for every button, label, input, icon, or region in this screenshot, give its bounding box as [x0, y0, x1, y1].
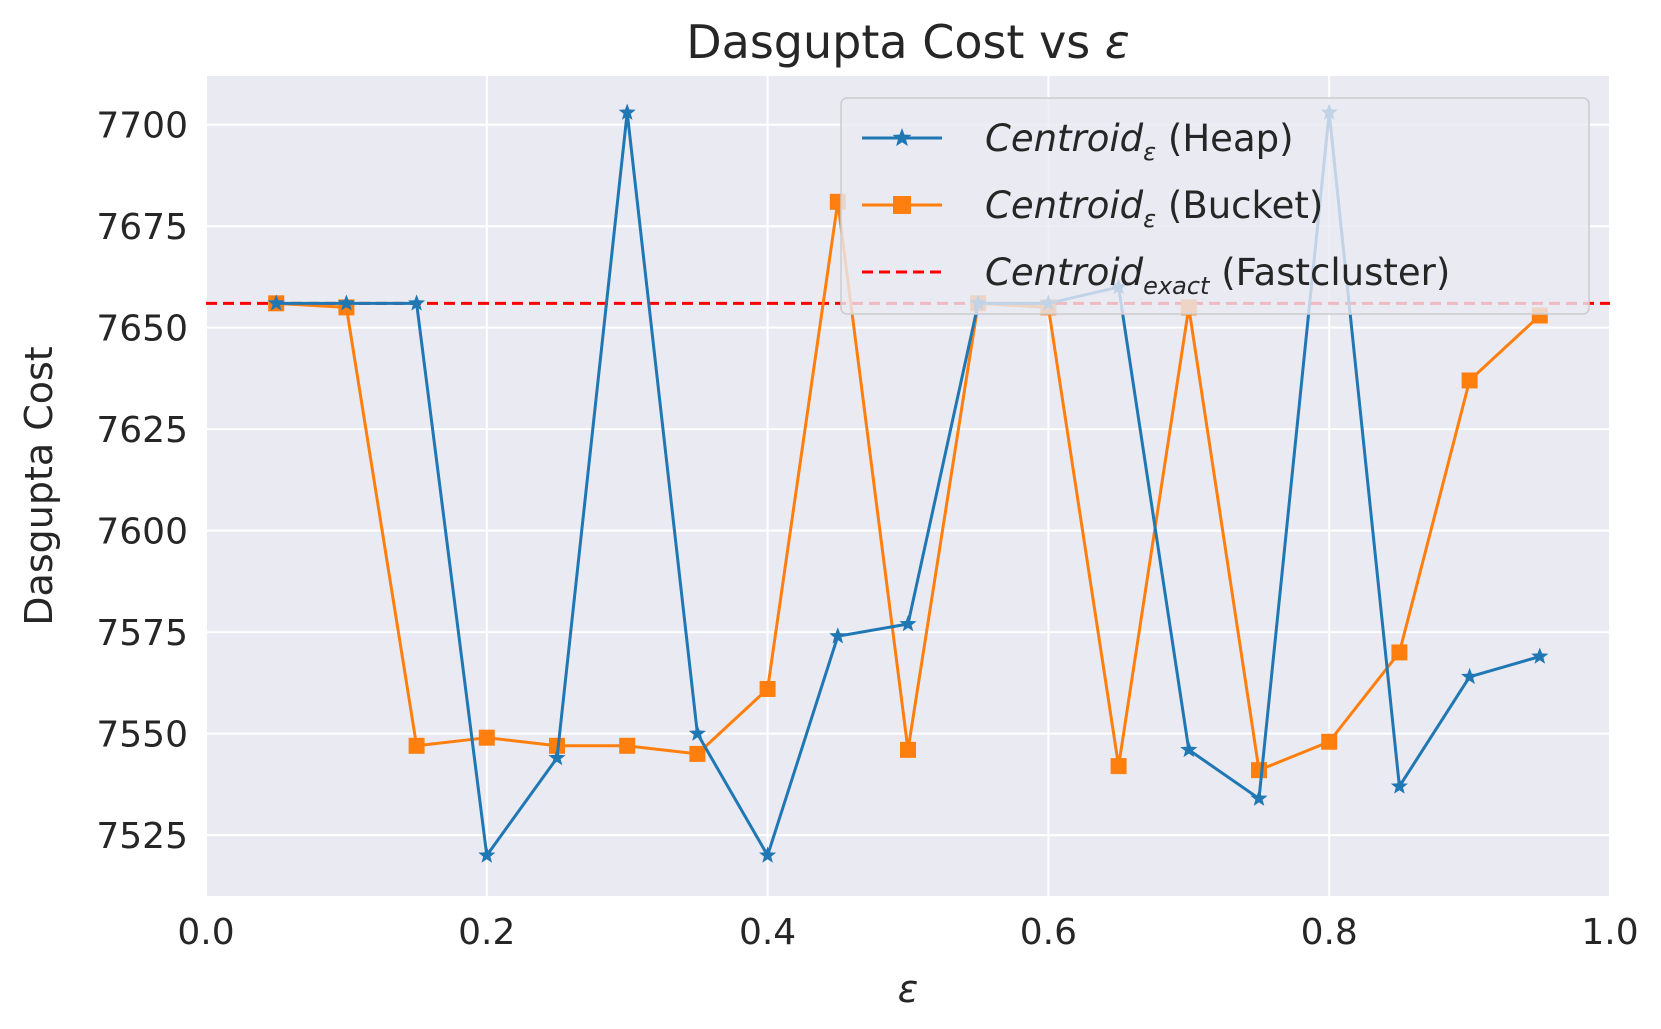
legend-label-heap: Centroidε (Heap) — [985, 117, 1294, 166]
data-point-heap — [759, 846, 777, 863]
legend-marker-heap — [892, 128, 912, 147]
data-point-heap — [829, 627, 847, 644]
data-point-bucket — [408, 737, 425, 754]
x-tick-labels: 0.0 0.2 0.4 0.6 0.8 1.0 — [177, 912, 1638, 953]
data-point-heap — [1180, 740, 1198, 758]
legend-label-fastcluster: Centroidexact (Fastcluster) — [985, 251, 1450, 300]
data-point-heap — [548, 748, 566, 766]
data-point-heap — [1531, 647, 1549, 664]
data-point-heap — [618, 103, 636, 120]
y-tick-label: 7625 — [96, 410, 188, 451]
y-axis-label: Dasgupta Cost — [17, 346, 61, 625]
y-tick-label: 7550 — [96, 715, 188, 756]
legend-box — [840, 97, 1590, 315]
legend-entry-heap: Centroidε (Heap) — [862, 117, 1294, 166]
legend-marker-bucket — [893, 196, 911, 214]
legend-entry-bucket: Centroidε (Bucket) — [862, 184, 1323, 233]
y-tick-label: 7700 — [96, 106, 188, 147]
x-tick-label: 0.6 — [1020, 912, 1077, 953]
y-tick-label: 7575 — [96, 613, 188, 654]
data-point-heap — [1390, 777, 1408, 794]
data-point-bucket — [1110, 758, 1127, 775]
data-point-heap — [688, 724, 706, 741]
data-point-bucket — [619, 737, 636, 754]
data-point-bucket — [1251, 762, 1267, 779]
legend-entry-fastcluster: Centroidexact (Fastcluster) — [862, 251, 1450, 300]
chart-title: Dasgupta Cost vs ε — [686, 15, 1130, 69]
data-point-bucket — [900, 741, 916, 758]
y-tick-label: 7675 — [96, 207, 188, 248]
x-tick-label: 0.2 — [458, 912, 515, 953]
x-tick-label: 0.4 — [739, 912, 796, 953]
x-tick-label: 0.8 — [1301, 912, 1358, 953]
data-point-heap — [899, 615, 917, 632]
data-point-heap — [1250, 789, 1268, 806]
x-tick-label: 0.0 — [177, 912, 234, 953]
y-tick-label: 7650 — [96, 309, 188, 350]
x-tick-label: 1.0 — [1581, 912, 1638, 953]
data-point-heap — [408, 294, 426, 311]
data-point-heap — [478, 846, 496, 863]
data-point-heap — [337, 294, 355, 311]
data-point-bucket — [1461, 372, 1478, 389]
y-tick-label: 7525 — [96, 816, 188, 857]
data-point-bucket — [1321, 733, 1338, 750]
y-tick-label: 7600 — [96, 512, 188, 553]
data-point-heap — [1461, 667, 1479, 685]
y-tick-labels: 7525 7550 7575 7600 7625 7650 7675 7700 — [96, 106, 188, 857]
data-point-bucket — [1391, 644, 1408, 661]
data-point-bucket — [759, 680, 776, 697]
legend: Centroidε (Heap) Centroidε (Bucket) Cent… — [840, 97, 1590, 315]
x-axis-label: ε — [898, 967, 919, 1011]
data-point-bucket — [478, 729, 495, 746]
data-point-heap — [267, 294, 285, 311]
legend-label-bucket: Centroidε (Bucket) — [985, 184, 1323, 233]
data-point-bucket — [689, 745, 706, 762]
